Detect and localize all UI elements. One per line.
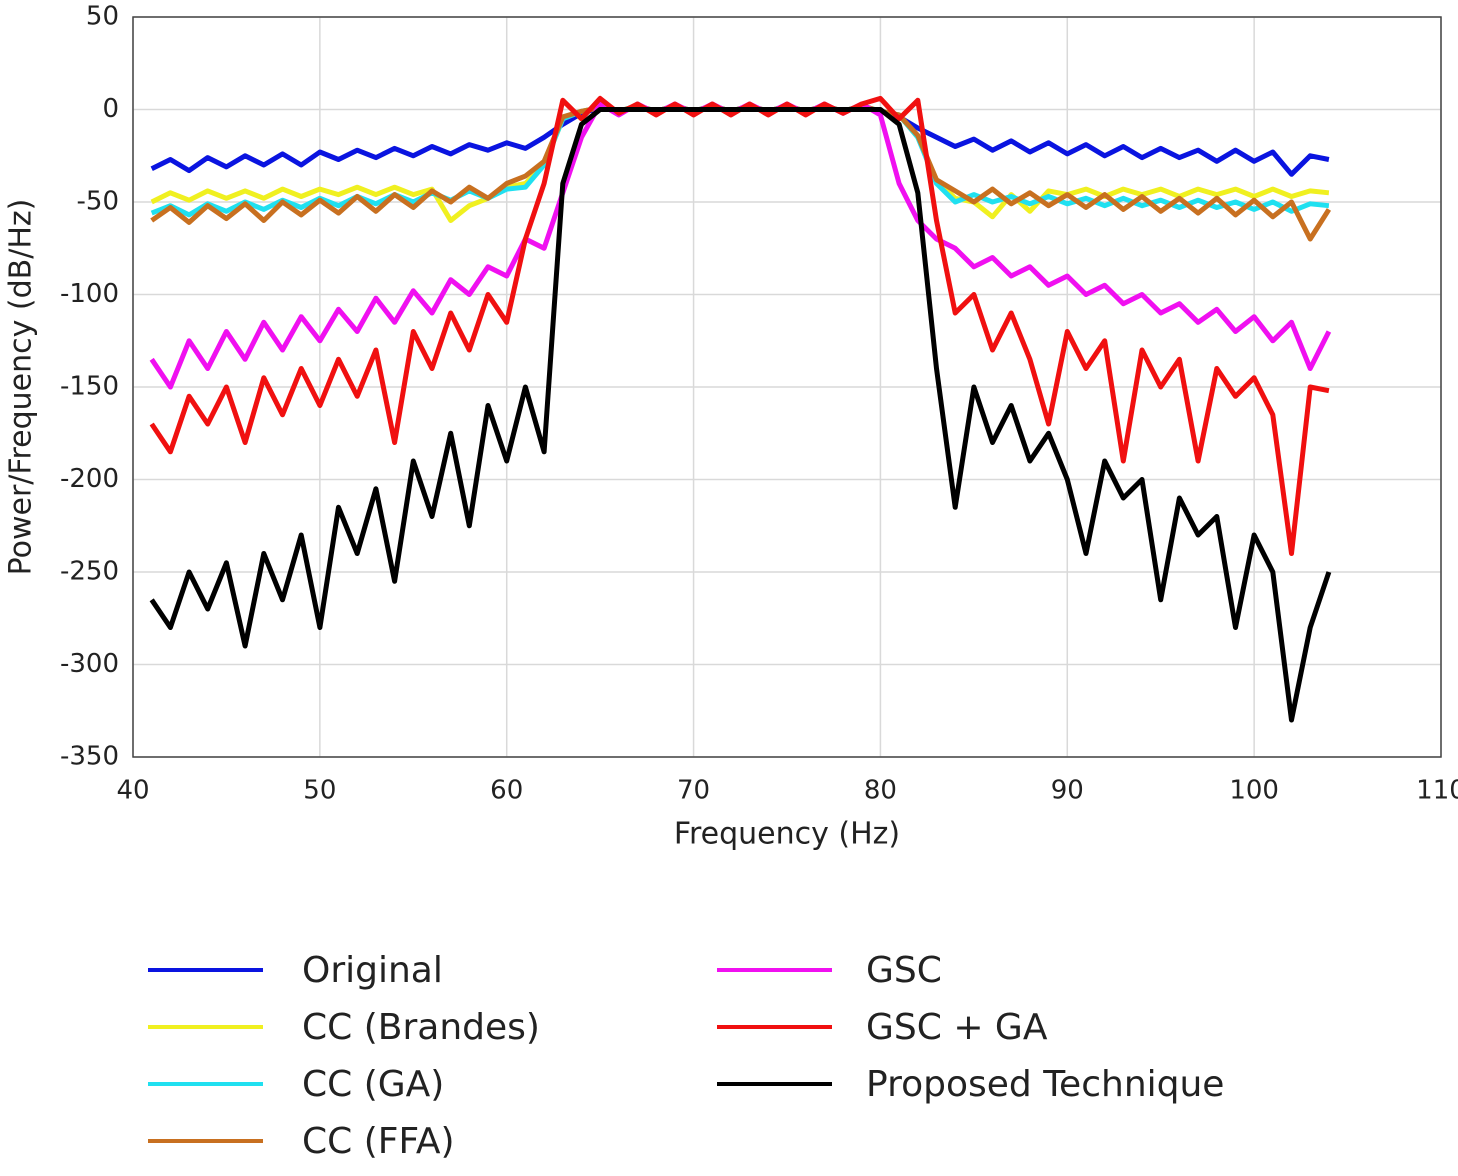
- x-tick-label: 50: [303, 776, 336, 806]
- x-tick-label: 40: [116, 776, 149, 806]
- y-tick-label: -250: [60, 557, 119, 587]
- plot-border: [132, 16, 1442, 758]
- legend-label: CC (Brandes): [302, 1007, 540, 1048]
- y-tick-label: -200: [60, 464, 119, 494]
- x-tick-label: 100: [1229, 776, 1279, 806]
- legend-label: Original: [302, 950, 443, 991]
- legend-label: GSC: [866, 950, 942, 991]
- y-tick-label: 50: [86, 2, 119, 32]
- y-tick-label: -100: [60, 279, 119, 309]
- y-tick-label: 0: [102, 94, 119, 124]
- legend-label: CC (GA): [302, 1064, 444, 1105]
- y-tick-label: -150: [60, 372, 119, 402]
- legend-label: CC (FFA): [302, 1121, 455, 1162]
- legend-label: Proposed Technique: [866, 1064, 1224, 1105]
- series-line: [149, 107, 1332, 723]
- y-tick-label: -50: [77, 187, 119, 217]
- x-tick-label: 90: [1051, 776, 1084, 806]
- x-axis-label: Frequency (Hz): [674, 817, 900, 852]
- y-tick-label: -300: [60, 649, 119, 679]
- x-tick-label: 70: [677, 776, 710, 806]
- y-tick-label: -350: [60, 742, 119, 772]
- x-tick-label: 110: [1416, 776, 1458, 806]
- y-axis-label: Power/Frequency (dB/Hz): [4, 199, 39, 576]
- legend-label: GSC + GA: [866, 1007, 1048, 1048]
- x-tick-label: 60: [490, 776, 523, 806]
- x-tick-label: 80: [864, 776, 897, 806]
